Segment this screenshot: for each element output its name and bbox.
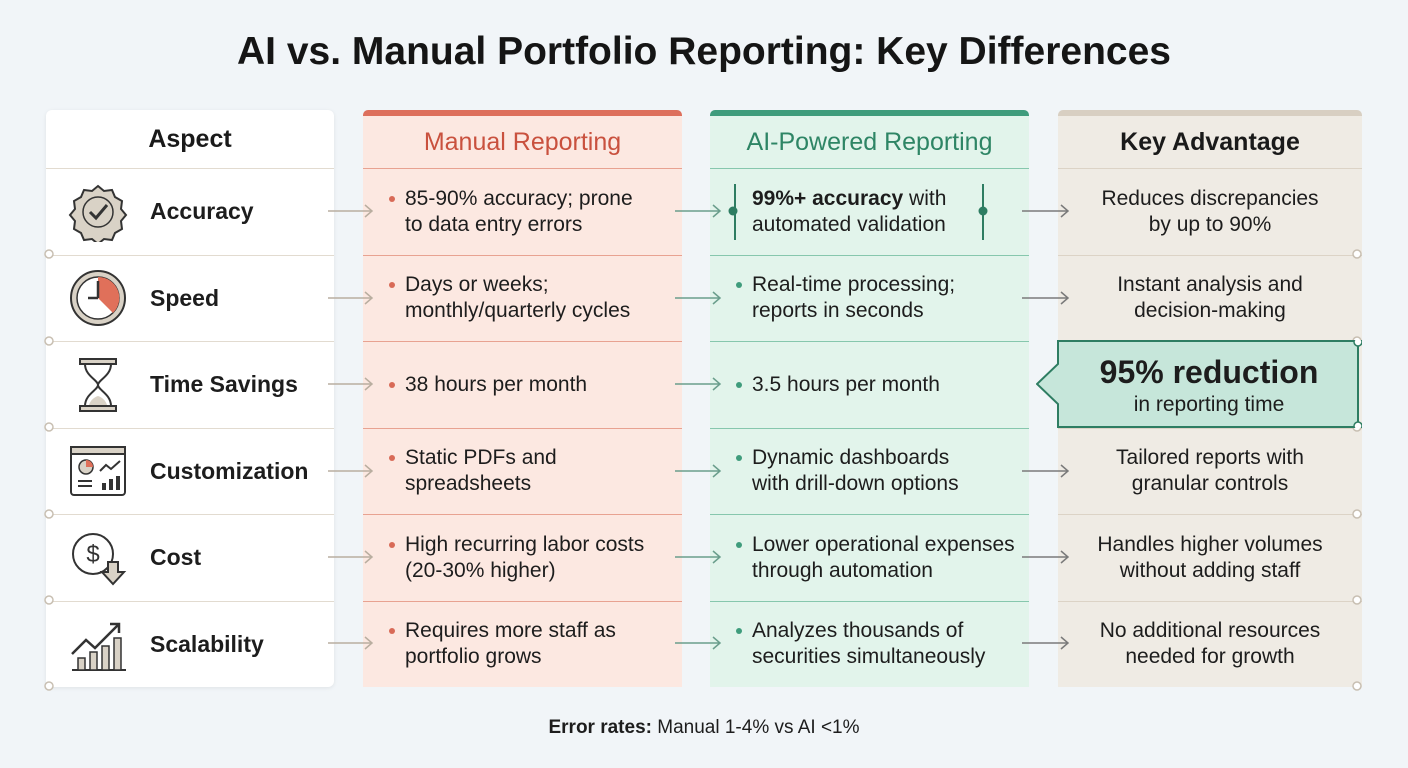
manual-cell: 38 hours per month xyxy=(363,372,587,398)
dashboard-icon xyxy=(70,446,126,497)
badge-check-icon xyxy=(68,184,128,242)
aspect-row-cost: $ Cost xyxy=(46,514,334,601)
dollar-down-icon: $ xyxy=(72,532,127,586)
manual-header: Manual Reporting xyxy=(423,127,622,156)
aspect-header: Aspect xyxy=(148,124,232,153)
ai-cell: Lower operational expenses through autom… xyxy=(710,532,1029,584)
aspect-label: Time Savings xyxy=(150,371,298,398)
ai-header: AI-Powered Reporting xyxy=(746,127,993,156)
ai-accuracy-highlight: 99%+ accuracy xyxy=(752,186,904,210)
time-savings-highlight-callout: 95% reduction in reporting time xyxy=(1036,340,1362,428)
aspect-label: Scalability xyxy=(150,630,264,657)
aspect-row-speed: Speed xyxy=(46,254,334,342)
growth-chart-icon xyxy=(71,623,126,672)
ai-column: AI-Powered Reporting 99%+ accuracy with … xyxy=(710,110,1029,687)
advantage-cell: Reduces discrepancies by up to 90% xyxy=(1101,186,1319,236)
aspect-label: Accuracy xyxy=(150,198,254,225)
footer-label: Error rates: xyxy=(548,717,652,738)
manual-cell: Static PDFs and spreadsheets xyxy=(363,445,593,497)
svg-text:$: $ xyxy=(86,541,99,568)
advantage-cell: Handles higher volumes without adding st… xyxy=(1097,532,1323,582)
advantage-cell: No additional resources needed for growt… xyxy=(1099,619,1321,669)
ai-cell: Analyzes thousands of securities simulta… xyxy=(710,618,1000,670)
aspect-row-accuracy: Accuracy xyxy=(46,168,334,255)
reduction-caption: in reporting time xyxy=(1133,393,1285,416)
advantage-header: Key Advantage xyxy=(1120,127,1300,156)
reduction-value: 95% reduction xyxy=(1099,354,1319,390)
advantage-cell: Instant analysis and decision-making xyxy=(1117,273,1303,323)
manual-cell: High recurring labor costs (20-30% highe… xyxy=(363,532,673,584)
footer-text: Manual 1-4% vs AI <1% xyxy=(651,717,860,738)
hourglass-icon xyxy=(79,357,117,412)
page-title: AI vs. Manual Portfolio Reporting: Key D… xyxy=(237,30,1171,73)
manual-cell: Requires more staff as portfolio grows xyxy=(363,618,653,670)
ai-cell-accuracy: 99%+ accuracy with automated validation xyxy=(734,183,984,240)
manual-cell: Days or weeks; monthly/quarterly cycles xyxy=(363,272,663,324)
aspect-row-customization: Customization xyxy=(46,427,334,515)
manual-column: Manual Reporting 85-90% accuracy; prone … xyxy=(363,110,682,687)
aspect-column: Aspect Accuracy Speed Time Savings Custo… xyxy=(46,110,334,687)
ai-cell: Real-time processing; reports in seconds xyxy=(710,272,1000,324)
ai-accuracy-text: with automated validation xyxy=(752,186,947,236)
aspect-row-scalability: Scalability xyxy=(46,600,334,688)
aspect-label: Customization xyxy=(150,457,309,484)
ai-cell: Dynamic dashboards with drill-down optio… xyxy=(710,445,970,497)
aspect-label: Cost xyxy=(150,544,202,571)
stopwatch-icon xyxy=(70,270,126,327)
ai-cell: 3.5 hours per month xyxy=(710,372,940,398)
manual-cell: 85-90% accuracy; prone to data entry err… xyxy=(363,186,653,238)
footer-note: Error rates: Manual 1-4% vs AI <1% xyxy=(0,717,1408,739)
advantage-cell: Tailored reports with granular controls xyxy=(1116,446,1304,496)
aspect-label: Speed xyxy=(150,284,220,311)
aspect-row-time-savings: Time Savings xyxy=(46,341,334,428)
